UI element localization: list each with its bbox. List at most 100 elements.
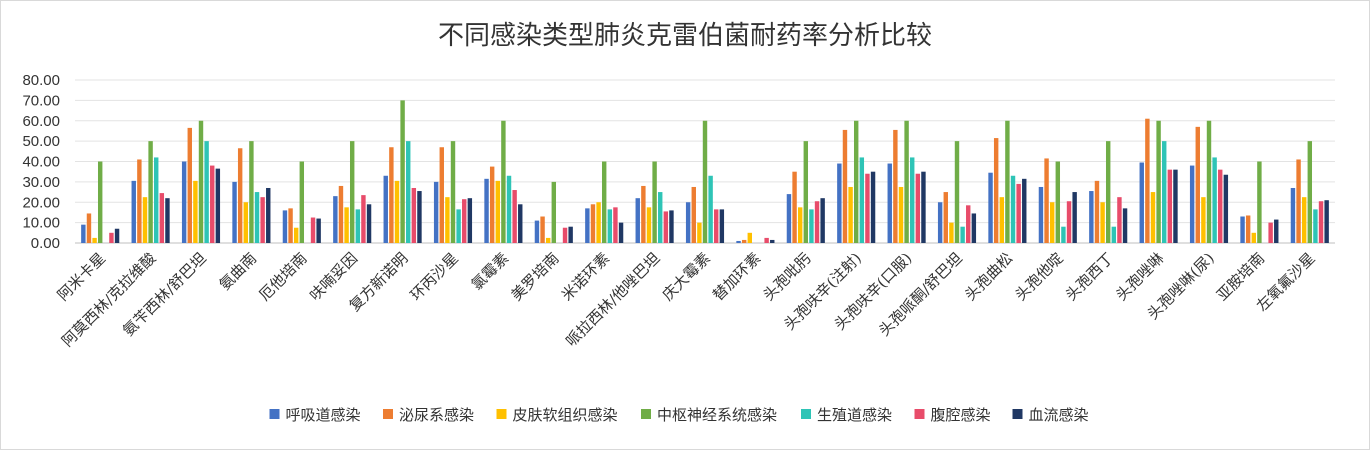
bar (204, 141, 209, 244)
bar (607, 209, 613, 243)
bar (456, 209, 461, 243)
bar (937, 202, 943, 243)
bar (1089, 191, 1094, 243)
bar (1189, 165, 1195, 243)
bar (708, 175, 713, 243)
bar (741, 239, 747, 243)
bar (921, 171, 926, 243)
bar (770, 239, 775, 243)
bar (893, 129, 898, 243)
bar (551, 181, 557, 244)
bar (993, 138, 999, 243)
bar (736, 240, 741, 243)
bar (585, 208, 590, 243)
bar (568, 226, 573, 243)
bar (187, 127, 192, 243)
y-tick-label: 60.00 (22, 113, 60, 130)
bar (260, 197, 265, 243)
bar (797, 207, 803, 243)
bar (148, 141, 153, 244)
bar (764, 237, 769, 243)
bar (439, 147, 444, 243)
bar (971, 213, 977, 243)
bar (853, 120, 859, 243)
bar (137, 159, 142, 243)
bar (1223, 174, 1229, 243)
y-tick-label: 0.00 (31, 235, 60, 252)
y-tick-label: 10.00 (22, 215, 60, 232)
bar (960, 226, 965, 243)
bar (601, 161, 607, 243)
bar (489, 166, 495, 243)
bar (383, 175, 388, 243)
bar (792, 171, 797, 243)
bar (887, 163, 892, 243)
bar (355, 209, 361, 243)
bar (159, 193, 165, 243)
legend-swatch (496, 409, 507, 419)
bar (1212, 157, 1217, 243)
bar (1100, 202, 1105, 243)
bar (361, 195, 366, 243)
y-tick-label: 80.00 (22, 72, 60, 89)
bar (131, 180, 136, 243)
bar (344, 207, 349, 243)
bar (417, 191, 422, 243)
legend-swatch (383, 409, 393, 419)
bar (658, 192, 663, 243)
y-tick-label: 50.00 (22, 133, 60, 150)
bar (293, 227, 299, 243)
bar (366, 204, 372, 243)
bar (1066, 201, 1072, 243)
legend-label: 皮肤软组织感染 (513, 406, 618, 424)
bar (445, 197, 450, 243)
bar (1318, 201, 1324, 243)
bar (411, 187, 417, 243)
bar (1072, 192, 1077, 243)
bar (282, 210, 288, 243)
bar (1005, 120, 1010, 243)
bar (198, 120, 204, 243)
bar (691, 186, 696, 243)
legend-label: 呼吸道感染 (286, 406, 361, 424)
y-tick-label: 70.00 (22, 92, 60, 109)
legend-swatch (269, 409, 280, 419)
bar (310, 217, 316, 243)
bar (1111, 226, 1117, 243)
bar (635, 198, 640, 243)
legend-label: 生殖道感染 (817, 406, 892, 424)
legend-swatch (1012, 409, 1023, 419)
bar (865, 173, 870, 243)
bar (1022, 178, 1027, 243)
bar (501, 120, 506, 243)
bar (92, 237, 97, 243)
bar (747, 232, 752, 243)
bar (837, 163, 842, 243)
bar (697, 222, 702, 244)
bar (97, 161, 103, 243)
bar (954, 141, 960, 244)
bar (316, 218, 321, 243)
bar (1324, 200, 1329, 243)
bar (1307, 141, 1313, 244)
bar (562, 227, 568, 243)
legend: 呼吸道感染 泌尿系感染 皮肤软组织感染 中枢神经系统感染 生殖道感染 腹腔感染 血流感染 (269, 406, 1089, 424)
bar (618, 222, 624, 244)
bar (646, 207, 652, 243)
bar (495, 180, 500, 243)
bar (545, 237, 551, 243)
bar (400, 100, 405, 244)
y-axis: 0.00 10.00 20.00 30.00 40.00 50.00 60.00 70.00 8… (22, 72, 60, 252)
bar (299, 161, 305, 243)
bar (814, 201, 820, 243)
y-tick-label: 40.00 (22, 154, 60, 171)
bar (1173, 169, 1178, 243)
bar (394, 180, 400, 243)
bar (109, 232, 114, 243)
bar (1044, 158, 1049, 243)
bar (237, 148, 243, 243)
bar (518, 204, 523, 243)
bar (114, 228, 120, 243)
bar (506, 175, 512, 243)
